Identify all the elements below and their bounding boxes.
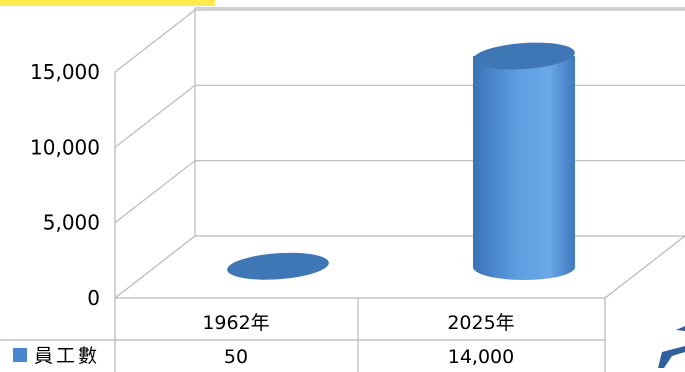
- gridline-side: [114, 9, 196, 73]
- gridline-side: [114, 235, 196, 299]
- y-tick-label: 5,000: [43, 211, 100, 235]
- y-axis-ticks: 0 5,000 10,000 15,000: [30, 60, 100, 310]
- chart-walls: [114, 7, 685, 299]
- bar-cylinder-body: [473, 56, 575, 280]
- gridline-side: [114, 84, 196, 148]
- title-highlight-strip: [0, 0, 215, 6]
- legend-series-label: 員工數: [34, 345, 100, 367]
- y-tick-label: 0: [87, 286, 100, 310]
- table-header-cell: 1962年: [202, 312, 269, 334]
- table-header-cell: 2025年: [447, 312, 514, 334]
- bar-cylinder-top: [227, 252, 329, 280]
- y-tick-label: 15,000: [30, 60, 100, 84]
- logo-fragment: [658, 326, 685, 368]
- table-value-cell: 14,000: [448, 346, 514, 368]
- y-tick-label: 10,000: [30, 135, 100, 159]
- bars: [227, 42, 575, 280]
- gridline-side: [114, 160, 196, 224]
- data-table: 1962年 2025年 員工數 50 14,000: [0, 298, 606, 372]
- gridlines: [114, 9, 685, 299]
- legend-key: [13, 348, 27, 362]
- bar-cylinder-top: [473, 42, 575, 70]
- table-value-cell: 50: [224, 346, 248, 368]
